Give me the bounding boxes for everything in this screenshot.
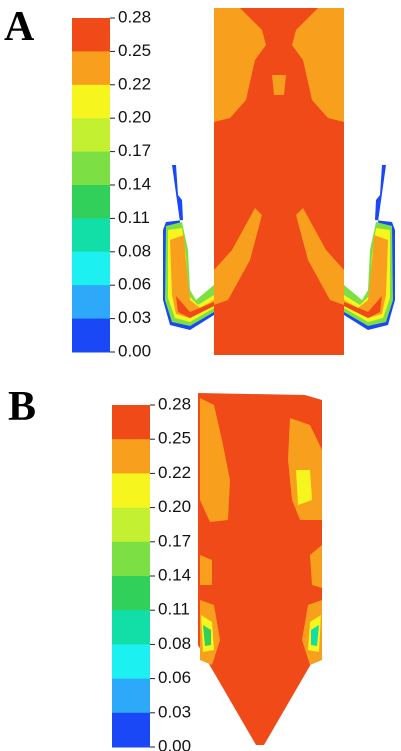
colorbar-band — [112, 644, 150, 680]
colorbar-band — [112, 473, 150, 509]
colorbar-band — [72, 18, 110, 52]
colorbar-label: 0.08 — [118, 241, 151, 260]
colorbar-label: 0.28 — [118, 7, 151, 26]
colorbar-label: 0.03 — [118, 308, 151, 327]
contour-b — [198, 393, 322, 745]
colorbar-band — [112, 610, 150, 645]
contour-a — [163, 8, 395, 355]
colorbar-label: 0.20 — [158, 497, 191, 516]
colorbar-band — [112, 439, 150, 474]
colorbar-band — [72, 218, 110, 253]
colorbar-band — [72, 84, 110, 119]
colorbar-band — [72, 151, 110, 186]
colorbar-band — [112, 405, 150, 440]
colorbar-label: 0.25 — [118, 41, 151, 60]
colorbar-label: 0.22 — [118, 74, 151, 93]
colorbar-label: 0.14 — [118, 174, 151, 193]
panel-label: A — [4, 4, 35, 50]
colorbar-band — [112, 541, 150, 577]
colorbar-label: 0.06 — [158, 668, 191, 687]
colorbar-label: 0.22 — [158, 463, 191, 482]
colorbar-band — [112, 678, 150, 714]
colorbar-band — [72, 118, 110, 153]
colorbar-label: 0.08 — [158, 634, 191, 653]
colorbar-label: 0.14 — [158, 565, 191, 584]
colorbar-band — [72, 285, 110, 320]
colorbar-label: 0.00 — [158, 736, 191, 751]
colorbar-band — [72, 185, 110, 219]
colorbar-band — [112, 712, 150, 748]
colorbar-label: 0.17 — [118, 141, 151, 160]
colorbar-label: 0.03 — [158, 702, 191, 721]
colorbar-label: 0.25 — [158, 429, 191, 448]
colorbar-band — [72, 251, 110, 286]
colorbar-label: 0.00 — [118, 341, 151, 360]
colorbar-label: 0.17 — [158, 531, 191, 550]
panel-label: B — [8, 384, 36, 430]
colorbar-band — [112, 507, 150, 543]
colorbar-label: 0.11 — [118, 208, 150, 227]
colorbar-band — [112, 576, 150, 611]
colorbar-band — [72, 318, 110, 353]
colorbar-label: 0.20 — [118, 108, 151, 127]
colorbar-band — [72, 51, 110, 86]
colorbar-label: 0.11 — [158, 600, 190, 619]
colorbar-label: 0.28 — [158, 394, 191, 413]
colorbar-label: 0.06 — [118, 275, 151, 294]
